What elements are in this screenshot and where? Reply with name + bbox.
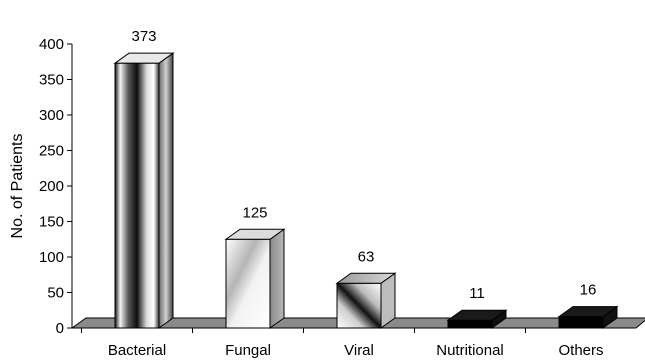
y-tick-label: 50 xyxy=(47,285,64,302)
y-axis-title: No. of Patients xyxy=(9,134,26,239)
data-label-viral: 63 xyxy=(358,248,375,265)
y-tick-label: 100 xyxy=(39,249,64,266)
bar-front-others xyxy=(558,316,604,329)
bar-others xyxy=(557,305,619,329)
bar-side-fungal xyxy=(269,228,285,329)
y-tick-label: 0 xyxy=(56,320,64,337)
bar-front-fungal xyxy=(225,238,271,329)
bar-nutritional xyxy=(446,309,508,329)
y-tick-label: 400 xyxy=(39,36,64,53)
y-tick-label: 200 xyxy=(39,178,64,195)
x-tick-label-viral: Viral xyxy=(344,342,374,359)
data-label-nutritional: 11 xyxy=(469,285,485,302)
bar-top-fungal xyxy=(224,228,286,240)
data-label-bacterial: 373 xyxy=(131,28,156,45)
y-tick-label: 350 xyxy=(39,72,64,89)
bar-top-viral xyxy=(335,272,397,284)
x-tick-label-bacterial: Bacterial xyxy=(108,342,166,359)
y-tick-label: 150 xyxy=(39,214,64,231)
bar-front-nutritional xyxy=(447,319,493,329)
x-tick-label-fungal: Fungal xyxy=(225,342,271,359)
y-tick-label: 300 xyxy=(39,107,64,124)
bar-top-nutritional xyxy=(446,309,508,321)
y-tick-label: 250 xyxy=(39,143,64,160)
x-tick-label-nutritional: Nutritional xyxy=(436,342,504,359)
bar-viral xyxy=(335,272,397,329)
bar-top-others xyxy=(557,306,619,318)
data-label-fungal: 125 xyxy=(242,204,267,221)
bar-front-bacterial xyxy=(114,62,160,329)
bar-side-bacterial xyxy=(158,52,174,329)
bar-top-bacterial xyxy=(113,52,175,64)
bar-bacterial xyxy=(113,52,175,329)
data-label-others: 16 xyxy=(580,282,597,299)
bar-fungal xyxy=(224,228,286,329)
bar-front-viral xyxy=(336,282,382,329)
x-tick-label-others: Others xyxy=(558,342,603,359)
